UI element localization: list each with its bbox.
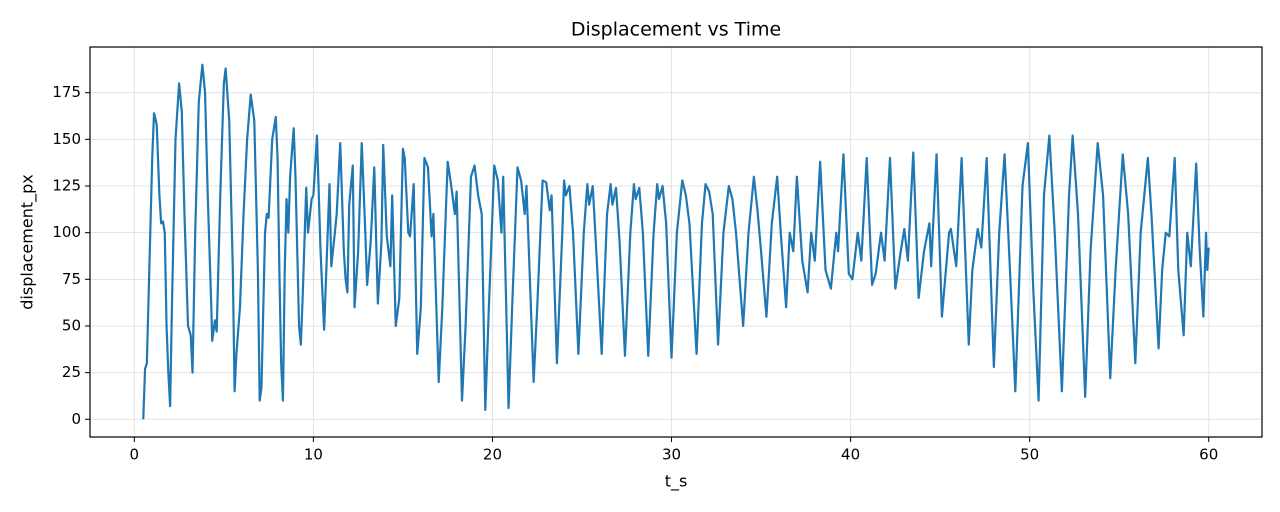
x-tick-label: 10: [304, 446, 323, 464]
x-tick-label: 0: [130, 446, 140, 464]
data-line: [142, 63, 1210, 420]
x-tick-label: 50: [1020, 446, 1039, 464]
x-tick-label: 30: [662, 446, 681, 464]
y-axis-label: displacement_px: [18, 174, 38, 309]
y-tick-label: 125: [52, 177, 81, 195]
y-tick-label: 0: [71, 410, 81, 428]
x-tick-label: 40: [841, 446, 860, 464]
x-tick-label: 60: [1199, 446, 1218, 464]
y-tick-label: 25: [62, 363, 81, 381]
y-tick-label: 150: [52, 130, 81, 148]
chart-title: Displacement vs Time: [571, 19, 781, 41]
x-tick-label: 20: [483, 446, 502, 464]
y-tick-label: 175: [52, 83, 81, 101]
x-axis-label: t_s: [665, 472, 688, 492]
y-tick-label: 50: [62, 316, 81, 334]
y-tick-label: 100: [52, 223, 81, 241]
y-tick-label: 75: [62, 270, 81, 288]
plot-frame: [89, 46, 1263, 438]
